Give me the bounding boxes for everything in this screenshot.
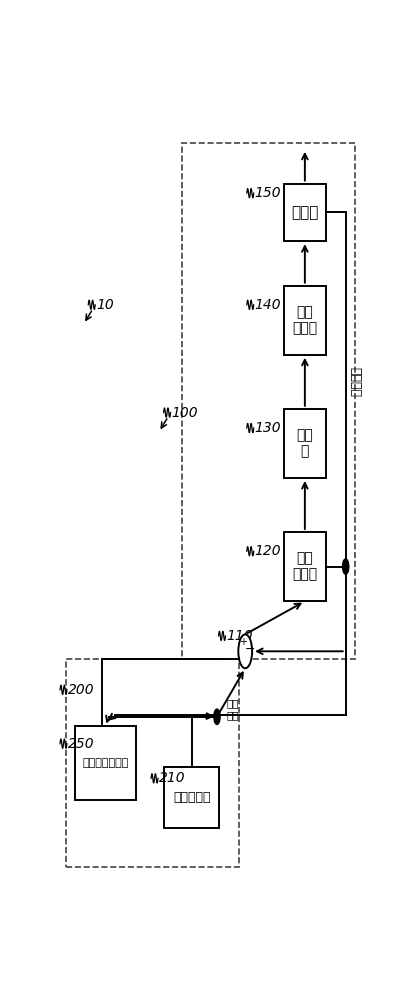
Text: 250: 250 xyxy=(68,737,94,751)
Circle shape xyxy=(238,634,252,668)
Text: 210: 210 xyxy=(159,771,185,785)
Text: 150: 150 xyxy=(255,186,281,200)
Bar xyxy=(284,532,326,601)
Text: 电流
控制部: 电流 控制部 xyxy=(292,305,318,335)
Bar xyxy=(284,286,326,355)
Bar xyxy=(284,184,326,241)
Text: 速度反馈: 速度反馈 xyxy=(349,367,362,397)
Bar xyxy=(164,767,220,828)
Bar xyxy=(284,409,326,478)
Text: −: − xyxy=(245,643,255,656)
Text: +: + xyxy=(239,637,247,647)
Text: 电动机: 电动机 xyxy=(291,205,319,220)
Text: 10: 10 xyxy=(96,298,114,312)
Text: 200: 200 xyxy=(68,683,94,697)
Text: 130: 130 xyxy=(255,421,281,435)
Text: 110: 110 xyxy=(226,629,253,643)
Circle shape xyxy=(214,709,220,724)
Bar xyxy=(66,659,239,867)
Bar xyxy=(75,726,136,800)
Text: 速度
控制部: 速度 控制部 xyxy=(292,552,318,582)
Bar xyxy=(182,143,355,659)
Circle shape xyxy=(343,559,349,574)
Text: 滤波
器: 滤波 器 xyxy=(296,428,313,459)
Text: 140: 140 xyxy=(255,298,281,312)
Text: 速度
指令: 速度 指令 xyxy=(226,698,239,720)
Text: 频率生成部: 频率生成部 xyxy=(173,791,211,804)
Text: 100: 100 xyxy=(171,406,198,420)
Text: 120: 120 xyxy=(255,544,281,558)
Text: 频率特性计算部: 频率特性计算部 xyxy=(82,758,129,768)
